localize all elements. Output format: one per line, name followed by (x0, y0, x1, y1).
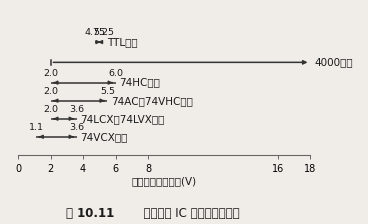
Text: 3.6: 3.6 (69, 105, 84, 114)
Text: 3.6: 3.6 (69, 123, 84, 132)
Text: 74HC系列: 74HC系列 (120, 78, 160, 88)
Text: 5.25: 5.25 (93, 28, 114, 37)
Text: 2.0: 2.0 (43, 69, 58, 78)
Text: 6.0: 6.0 (108, 69, 123, 78)
Text: 74VCX系列: 74VCX系列 (81, 132, 128, 142)
Text: 5.5: 5.5 (100, 87, 115, 96)
Text: 74AC，74VHC系列: 74AC，74VHC系列 (112, 96, 193, 106)
Text: 1.1: 1.1 (28, 123, 43, 132)
Text: 2.0: 2.0 (43, 105, 58, 114)
Text: 4.75: 4.75 (85, 28, 106, 37)
X-axis label: 保证工作电源电压(V): 保证工作电源电压(V) (132, 177, 197, 187)
Text: 2.0: 2.0 (43, 87, 58, 96)
Text: TTL家族: TTL家族 (107, 37, 138, 47)
Text: 图 10.11: 图 10.11 (66, 207, 114, 220)
Text: 标准逻辑 IC 的工作电源电压: 标准逻辑 IC 的工作电源电压 (136, 207, 240, 220)
Text: 74LCX，74LVX系列: 74LCX，74LVX系列 (81, 114, 165, 124)
Text: 4000系列: 4000系列 (315, 57, 353, 67)
